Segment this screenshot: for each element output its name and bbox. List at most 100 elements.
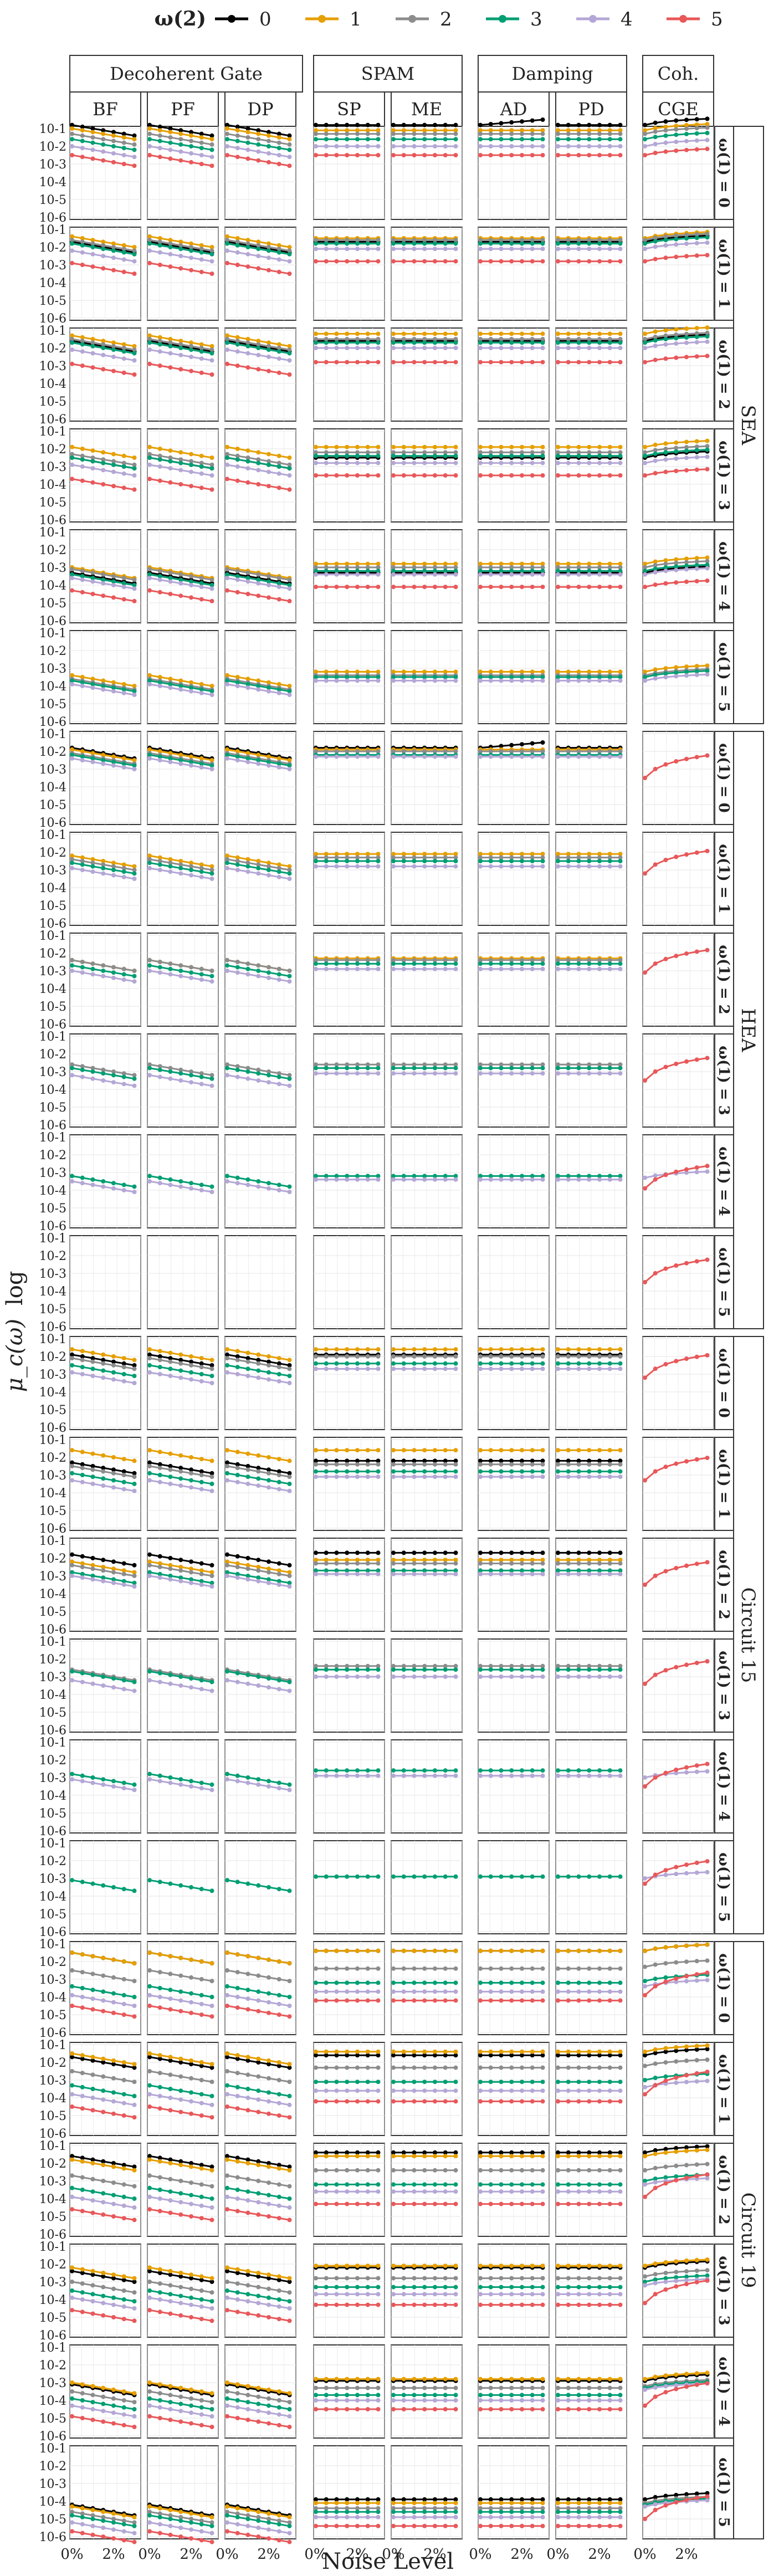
panel (642, 933, 714, 1027)
series-0 (391, 122, 458, 127)
data-point (121, 146, 126, 151)
data-point (401, 241, 406, 246)
data-point (256, 158, 261, 163)
data-point (453, 754, 458, 759)
data-point (478, 153, 483, 157)
data-point (245, 126, 250, 131)
data-point (168, 760, 173, 765)
data-point (607, 678, 612, 683)
data-point (324, 453, 329, 458)
data-point (178, 593, 183, 598)
data-point (478, 473, 483, 478)
data-point (443, 460, 448, 465)
data-point (345, 585, 350, 590)
data-point (376, 473, 381, 478)
data-point (453, 153, 458, 157)
data-point (499, 678, 504, 683)
data-point (235, 868, 240, 872)
data-point (256, 974, 261, 979)
data-point (453, 340, 458, 345)
series-1 (556, 128, 623, 133)
data-point (422, 1066, 427, 1071)
data-point (653, 961, 658, 966)
panel (147, 933, 219, 1027)
data-point (684, 448, 689, 453)
panel (313, 1033, 385, 1128)
data-point (478, 131, 483, 136)
data-point (256, 1179, 261, 1184)
data-point (168, 579, 173, 584)
data-point (433, 144, 437, 148)
data-point (643, 122, 647, 127)
data-point (576, 360, 581, 365)
data-point (674, 674, 679, 679)
data-point (345, 247, 350, 252)
data-point (607, 754, 612, 759)
row-header-label: ω(1) = 1 (715, 844, 732, 913)
column-group-label: Coh. (658, 63, 699, 84)
data-point (256, 149, 261, 154)
data-point (443, 966, 448, 971)
data-point (401, 859, 406, 863)
data-point (314, 137, 318, 142)
row-header-box (714, 2042, 734, 2136)
data-point (287, 693, 292, 697)
data-point (267, 970, 271, 975)
data-point (401, 453, 406, 458)
data-point (101, 460, 106, 465)
row-header-box (714, 933, 734, 1027)
data-point (314, 678, 318, 683)
data-point (256, 247, 261, 252)
data-point (663, 243, 668, 248)
data-point (556, 678, 560, 683)
data-point (235, 970, 240, 975)
data-point (90, 448, 95, 453)
data-point (355, 137, 360, 142)
data-point (111, 1186, 116, 1191)
data-point (453, 128, 458, 133)
data-point (70, 1179, 74, 1184)
data-point (566, 122, 571, 127)
panel (313, 428, 385, 523)
data-point (101, 131, 106, 136)
row-header-label: ω(1) = 3 (715, 2256, 732, 2325)
data-point (256, 1184, 261, 1189)
data-point (376, 346, 381, 350)
data-point (694, 117, 699, 122)
data-point (576, 473, 581, 478)
data-point (618, 961, 623, 966)
data-point (520, 453, 524, 458)
data-point (324, 444, 329, 449)
data-point (566, 331, 571, 336)
data-point (401, 346, 406, 350)
data-point (345, 453, 350, 458)
data-point (509, 247, 514, 252)
data-point (178, 142, 183, 147)
data-point (443, 1071, 448, 1076)
data-point (121, 250, 126, 255)
data-point (499, 859, 504, 863)
data-point (256, 142, 261, 147)
data-point (365, 247, 370, 252)
data-point (111, 268, 116, 273)
data-point (674, 567, 679, 572)
data-point (168, 864, 173, 869)
data-point (235, 263, 240, 267)
data-point (530, 678, 535, 683)
data-point (643, 572, 647, 577)
data-point (199, 349, 204, 354)
data-point (653, 239, 658, 244)
data-point (324, 460, 329, 465)
panel (224, 731, 296, 825)
series-4 (314, 144, 381, 148)
row-header-label: ω(1) = 2 (715, 340, 732, 409)
data-point (643, 137, 647, 142)
data-point (530, 741, 535, 746)
data-point (401, 360, 406, 365)
data-point (530, 585, 535, 590)
data-point (178, 346, 183, 350)
data-point (530, 247, 535, 252)
data-point (499, 247, 504, 252)
data-point (189, 1080, 193, 1085)
data-point (70, 234, 74, 239)
